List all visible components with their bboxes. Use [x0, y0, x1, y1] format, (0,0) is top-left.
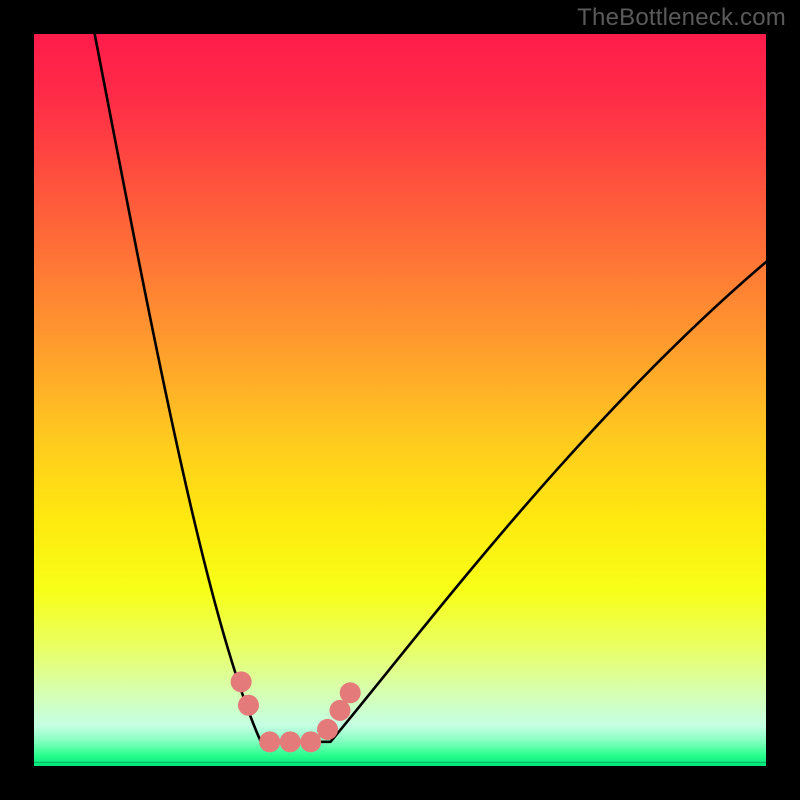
watermark-text: TheBottleneck.com [577, 4, 786, 32]
marker-point [280, 731, 301, 752]
marker-point [259, 731, 280, 752]
marker-point [231, 671, 252, 692]
marker-point [238, 695, 259, 716]
bottleneck-chart [0, 0, 800, 800]
marker-point [317, 719, 338, 740]
marker-point [340, 682, 361, 703]
marker-point [329, 700, 350, 721]
chart-container: TheBottleneck.com [0, 0, 800, 800]
marker-point [300, 731, 321, 752]
